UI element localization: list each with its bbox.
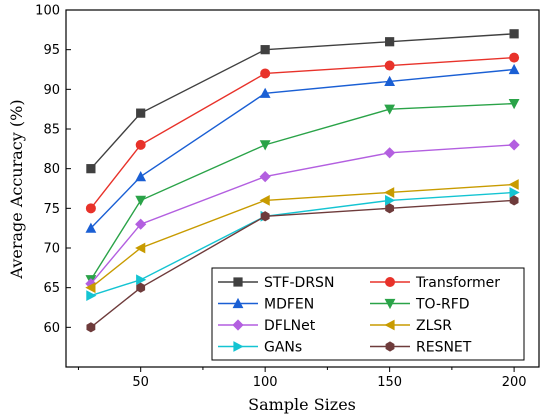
legend-marker <box>233 341 244 352</box>
data-point <box>384 104 396 115</box>
legend-marker <box>385 341 395 352</box>
y-tick-label: 75 <box>43 202 60 217</box>
data-point <box>509 52 520 63</box>
legend-marker <box>232 297 244 309</box>
legend-item-to-rfd: TO-RFD <box>370 297 470 313</box>
legend-item-stf-drsn: STF-DRSN <box>218 275 334 291</box>
legend-label: ZLSR <box>416 318 452 334</box>
data-point <box>260 68 271 79</box>
data-point <box>385 37 395 47</box>
data-point <box>135 242 146 254</box>
legend-label: GANs <box>264 340 302 356</box>
legend-marker <box>233 277 243 287</box>
data-point <box>259 171 271 183</box>
y-tick-label: 90 <box>43 83 60 98</box>
data-point <box>86 164 96 174</box>
data-point <box>136 282 146 293</box>
data-point <box>508 99 520 110</box>
y-tick-label: 85 <box>43 123 60 138</box>
legend-label: STF-DRSN <box>264 275 334 291</box>
data-point <box>135 171 147 182</box>
data-point <box>384 187 395 198</box>
data-point <box>260 211 270 222</box>
data-point <box>259 195 270 206</box>
data-point <box>135 195 147 206</box>
legend: STF-DRSN Transformer MDFEN TO-RFD DFLNet ZLSR… <box>211 267 525 361</box>
data-point <box>136 274 147 286</box>
legend-item-dflnet: DFLNet <box>218 318 316 334</box>
series-resnet <box>86 195 519 333</box>
legend-marker <box>384 298 396 310</box>
data-point <box>385 203 395 214</box>
data-point <box>135 139 146 150</box>
x-tick-label: 200 <box>502 375 527 390</box>
y-tick-label: 70 <box>43 242 60 257</box>
legend-marker <box>384 319 395 331</box>
data-point <box>259 140 271 151</box>
data-point <box>85 203 96 214</box>
y-tick-label: 80 <box>43 162 60 177</box>
legend-item-resnet: RESNET <box>370 340 472 356</box>
legend-item-zlsr: ZLSR <box>370 318 452 334</box>
legend-item-gans: GANs <box>218 340 302 356</box>
legend-item-transformer: Transformer <box>370 275 500 291</box>
data-point <box>136 108 146 118</box>
legend-label: MDFEN <box>264 297 314 313</box>
x-tick-label: 150 <box>377 375 402 390</box>
data-point <box>259 87 271 98</box>
axis-ticks: 60 65 70 75 80 85 90 95 100 50 100 150 200 <box>35 4 526 391</box>
legend-box <box>211 267 525 361</box>
legend-marker <box>385 277 395 287</box>
series-layer <box>85 29 520 333</box>
legend-label: TO-RFD <box>415 297 470 313</box>
data-point <box>135 218 147 230</box>
series-line <box>90 102 515 281</box>
data-point <box>260 45 270 55</box>
data-point <box>385 195 396 206</box>
data-point <box>509 187 520 198</box>
data-point <box>508 63 520 75</box>
series-zlsr <box>85 179 519 294</box>
series-stf-drsn <box>86 29 519 174</box>
series-line <box>90 56 515 209</box>
plot-frame <box>65 9 540 368</box>
y-tick-label: 65 <box>43 281 60 296</box>
legend-label: RESNET <box>416 340 472 356</box>
y-tick-label: 95 <box>43 43 60 58</box>
legend-label: Transformer <box>415 275 500 291</box>
x-tick-label: 50 <box>132 375 149 390</box>
x-tick-label: 100 <box>253 375 278 390</box>
y-tick-label: 100 <box>35 4 60 19</box>
data-point <box>508 179 519 190</box>
data-point <box>85 282 96 294</box>
y-tick-label: 60 <box>43 321 60 336</box>
data-point <box>86 322 96 333</box>
series-to-rfd <box>85 99 520 286</box>
data-point <box>384 147 396 159</box>
data-point <box>509 29 519 39</box>
data-point <box>509 195 519 206</box>
data-point <box>384 60 395 71</box>
y-axis-title: Average Accuracy (%) <box>7 99 26 279</box>
data-point <box>384 75 396 86</box>
data-point <box>85 222 97 233</box>
data-point <box>508 139 520 151</box>
legend-marker <box>232 319 244 331</box>
legend-label: DFLNet <box>264 318 316 334</box>
series-mdfen <box>85 63 520 233</box>
legend-item-mdfen: MDFEN <box>218 297 314 313</box>
x-axis-title: Sample Sizes <box>248 395 356 414</box>
series-transformer <box>85 52 520 214</box>
data-point <box>86 290 97 301</box>
